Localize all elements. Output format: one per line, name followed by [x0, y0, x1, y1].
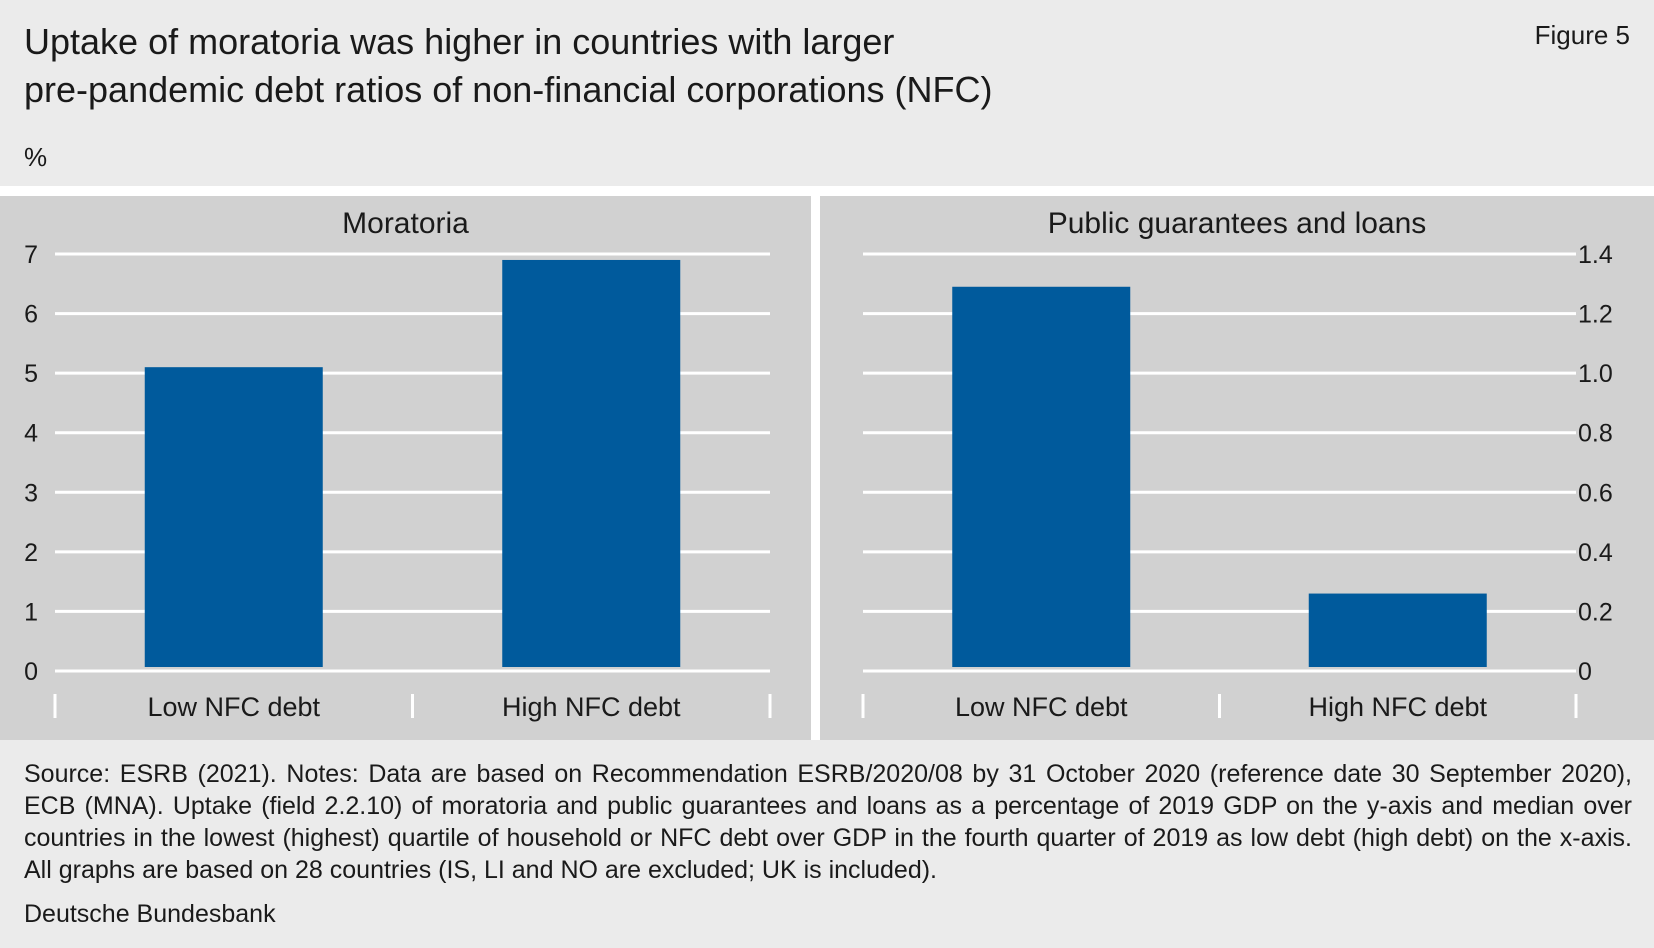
moratoria-bar-1 [502, 259, 681, 667]
charts-area: Moratoria 0 1 2 3 4 5 6 7 Low NFC debt High NFC de… [0, 186, 1654, 740]
figure-title: Uptake of moratoria was higher in countr… [24, 18, 992, 114]
moratoria-panel-title: Moratoria [342, 207, 469, 240]
moratoria-category-label-1: High NFC debt [502, 692, 681, 722]
guarantees-category-label-1: High NFC debt [1308, 692, 1487, 722]
figure-number-label: Figure 5 [1534, 20, 1630, 50]
guarantees-bar-0 [952, 286, 1131, 667]
guarantees-bar-1 [1308, 593, 1487, 667]
moratoria-ytick-label-0: 0 [24, 658, 38, 686]
guarantees-ytick-label-2: 0.4 [1578, 539, 1613, 567]
guarantees-ytick-label-0: 0 [1578, 658, 1592, 686]
moratoria-ytick-label-3: 3 [24, 479, 38, 507]
guarantees-category-label-0: Low NFC debt [955, 692, 1128, 722]
guarantees-ytick-label-7: 1.4 [1578, 241, 1613, 269]
guarantees-ytick-label-6: 1.2 [1578, 301, 1613, 329]
moratoria-ytick-label-7: 7 [24, 241, 38, 269]
panel-moratoria-background [0, 196, 811, 740]
moratoria-ytick-label-2: 2 [24, 539, 38, 567]
moratoria-ytick-label-5: 5 [24, 360, 38, 388]
panel-guarantees-background [820, 196, 1654, 740]
charts-svg: Moratoria 0 1 2 3 4 5 6 7 Low NFC debt High NFC de… [0, 196, 1654, 740]
guarantees-ytick-label-1: 0.2 [1578, 598, 1613, 626]
guarantees-ytick-label-4: 0.8 [1578, 420, 1613, 448]
guarantees-ytick-label-5: 1.0 [1578, 360, 1613, 388]
figure-title-line-1: Uptake of moratoria was higher in countr… [24, 21, 895, 62]
guarantees-ytick-label-3: 0.6 [1578, 479, 1613, 507]
moratoria-ytick-label-1: 1 [24, 598, 38, 626]
figure-title-line-2: pre-pandemic debt ratios of non-financia… [24, 69, 993, 110]
moratoria-ytick-label-4: 4 [24, 420, 38, 448]
moratoria-category-label-0: Low NFC debt [147, 692, 320, 722]
publisher-label: Deutsche Bundesbank [24, 900, 276, 928]
unit-label: % [24, 142, 48, 172]
moratoria-ytick-label-6: 6 [24, 301, 38, 329]
guarantees-panel-title: Public guarantees and loans [1048, 207, 1427, 240]
source-notes: Source: ESRB (2021). Notes: Data are bas… [24, 760, 1632, 884]
moratoria-bar-0 [144, 367, 323, 667]
